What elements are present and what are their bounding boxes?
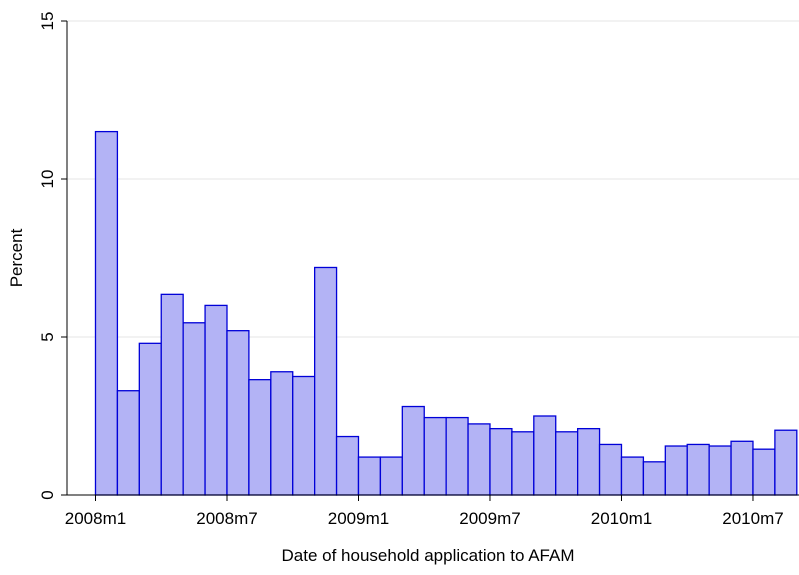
y-tick-label: 15 — [38, 12, 57, 31]
x-tick-label: 2008m1 — [65, 509, 126, 528]
x-tick-label: 2010m7 — [722, 509, 783, 528]
bar — [314, 266, 338, 496]
bar — [774, 429, 798, 496]
bar — [620, 456, 645, 496]
y-tick-label: 5 — [38, 332, 57, 341]
bar — [708, 445, 732, 496]
bar — [467, 423, 491, 496]
bar — [423, 416, 447, 496]
x-tick-label: 2009m1 — [328, 509, 389, 528]
bar — [116, 390, 140, 496]
bar — [226, 330, 250, 496]
bar — [160, 293, 184, 496]
bar — [555, 431, 579, 496]
bar — [489, 427, 513, 496]
x-tick-label: 2008m7 — [196, 509, 257, 528]
bar — [730, 440, 754, 496]
x-tick-label: 2009m7 — [459, 509, 520, 528]
bar — [138, 342, 162, 496]
bar — [664, 445, 688, 496]
bar — [94, 130, 119, 496]
bar — [248, 379, 272, 496]
bar — [379, 456, 403, 496]
bar — [357, 456, 382, 496]
bar — [204, 304, 228, 496]
bar — [335, 435, 360, 496]
x-tick-label: 2010m1 — [591, 509, 652, 528]
bar — [598, 443, 623, 496]
bar — [445, 416, 469, 496]
bar — [270, 371, 294, 496]
bar — [182, 322, 206, 496]
bar — [642, 461, 666, 496]
y-tick-label: 0 — [38, 490, 57, 499]
y-tick-label: 10 — [38, 170, 57, 189]
bar — [533, 415, 557, 496]
bar — [401, 405, 425, 496]
x-axis-label: Date of household application to AFAM — [282, 546, 575, 565]
bar — [576, 427, 601, 496]
bar — [511, 431, 535, 496]
bar — [686, 443, 710, 496]
y-axis-label: Percent — [7, 228, 26, 287]
bar — [292, 375, 316, 496]
bar — [752, 448, 776, 496]
